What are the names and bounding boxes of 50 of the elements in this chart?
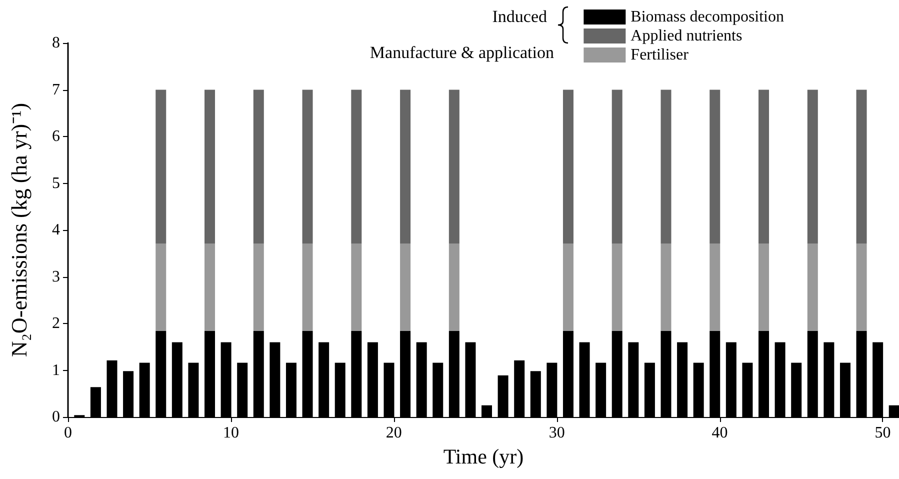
text: Induced: [492, 7, 548, 26]
bar: [758, 90, 770, 244]
y-axis-title: N₂O-emissions (kg (ha yr)⁻¹): [6, 102, 32, 358]
bar: [400, 244, 411, 331]
bar: [302, 244, 313, 331]
bar: [807, 90, 818, 244]
bar: [612, 244, 622, 331]
x-tick-label: 20: [386, 424, 402, 442]
bar: [448, 90, 460, 244]
y-tick-label: 4: [52, 222, 60, 238]
bar: [660, 90, 672, 244]
y-tick-label: 1: [52, 362, 60, 379]
x-tick-label: 50: [874, 424, 891, 442]
y-tick-label: 5: [52, 174, 60, 192]
x-axis-title: Time (yr): [443, 444, 524, 468]
bar: [856, 244, 867, 331]
y-tick-label: 0: [52, 408, 60, 426]
x-tick-label: 40: [712, 424, 728, 442]
bar: [400, 90, 411, 244]
bar: [562, 244, 574, 331]
bar: [253, 244, 264, 331]
bar: [856, 90, 867, 244]
bar: [448, 244, 460, 331]
bar: [302, 90, 313, 244]
bar: [204, 244, 216, 331]
y-tick-label: 2: [52, 315, 60, 332]
legend-label: Biomass decomposition: [630, 8, 784, 26]
bar: [660, 244, 672, 331]
bar: [351, 244, 362, 331]
bar: [156, 90, 166, 244]
bar: [253, 90, 264, 244]
bar: [562, 90, 574, 244]
bar: [807, 244, 818, 331]
x-tick-label: 0: [64, 424, 72, 442]
x-tick-label: 30: [548, 424, 565, 442]
bar: [156, 244, 166, 331]
y-tick-label: 8: [52, 34, 60, 52]
bar: [758, 244, 770, 331]
y-tick-label: 7: [52, 81, 60, 98]
bar: [710, 90, 720, 244]
annotation: Manufacture & application: [370, 43, 554, 62]
x-tick-label: 10: [222, 424, 239, 442]
bar: [710, 244, 720, 331]
y-tick-label: 6: [52, 128, 60, 145]
bar: [351, 90, 362, 244]
bar: [612, 90, 622, 244]
legend-label: Applied nutrients: [630, 28, 742, 44]
legend-label: Fertiliser: [630, 46, 690, 64]
y-tick-label: 3: [52, 268, 60, 286]
bar: [204, 90, 216, 244]
